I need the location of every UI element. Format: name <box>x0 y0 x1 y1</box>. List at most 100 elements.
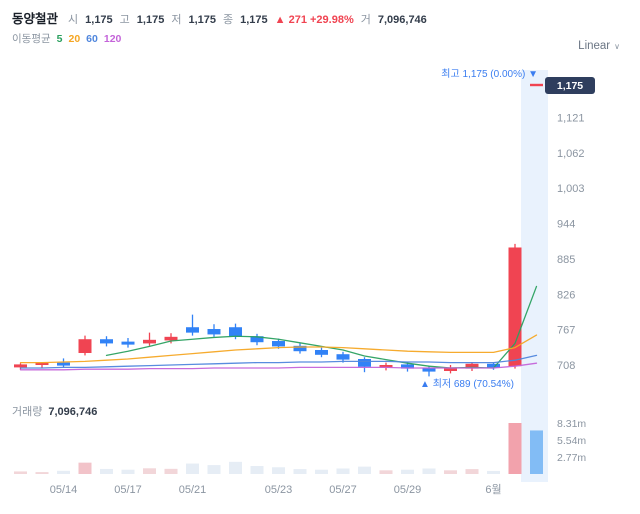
volume-bar <box>35 472 49 474</box>
candle-body <box>164 336 178 341</box>
volume-panel-header: 거래량 7,096,746 <box>12 403 97 419</box>
candle-body <box>250 336 264 343</box>
price-axis-label: 708 <box>557 360 575 372</box>
volume-bar <box>487 470 500 474</box>
current-price-badge: 1,175 <box>545 77 595 94</box>
ma-60-toggle[interactable]: 60 <box>86 33 98 45</box>
date-axis-label: 05/17 <box>114 484 142 496</box>
candle-body <box>444 367 457 371</box>
stock-title: 동양철관 <box>12 12 59 26</box>
candle-body <box>57 362 70 366</box>
volume-bar <box>164 468 178 474</box>
volume-bar <box>401 469 414 474</box>
volume-bar <box>229 461 242 474</box>
volume-bar <box>186 463 199 474</box>
volume-axis-label: 8.31m <box>557 418 586 430</box>
volume-bar <box>14 471 27 474</box>
volume-axis-label: 2.77m <box>557 452 586 464</box>
volume-bar <box>508 423 522 474</box>
change-value: ▲ 271 +29.98% <box>274 14 354 26</box>
low-label: 저 <box>171 14 182 26</box>
volume-bar <box>293 469 307 474</box>
volume-bar <box>57 470 70 474</box>
candle-body <box>78 339 92 354</box>
low-annotation-label: 최저 <box>432 379 452 390</box>
ma-20-toggle[interactable]: 20 <box>68 33 81 45</box>
volume-bar <box>336 468 350 474</box>
price-axis-label: 885 <box>557 254 575 266</box>
ma-5-toggle[interactable]: 5 <box>56 33 63 45</box>
trading-volume-value: 7,096,746 <box>48 406 98 418</box>
triangle-down-icon: ▼ <box>528 69 538 80</box>
volume-bar <box>272 467 285 474</box>
volume-value: 7,096,746 <box>377 14 427 26</box>
volume-bar <box>358 466 371 474</box>
price-axis-label: 1,121 <box>557 112 585 124</box>
ma-line-120 <box>19 362 538 371</box>
candle-body <box>336 354 350 360</box>
scale-selector-label: Linear <box>578 40 611 52</box>
candle-body <box>121 341 135 345</box>
volume-bar <box>143 468 156 474</box>
date-axis-label: 05/23 <box>265 484 293 496</box>
high-annotation: 최고 1,175 (0.00%) ▼ <box>330 65 538 80</box>
volume-bar <box>78 462 92 474</box>
volume-bar <box>379 470 393 474</box>
price-axis-label: 1,003 <box>557 183 585 195</box>
volume-bar <box>207 465 221 474</box>
candle-body <box>207 329 221 335</box>
price-axis-label: 826 <box>557 289 575 301</box>
date-axis-label: 05/29 <box>394 484 422 496</box>
low-annotation-value: 689 (70.54%) <box>453 379 514 390</box>
price-axis-label: 767 <box>557 325 575 337</box>
volume-bar <box>121 469 135 474</box>
trading-volume-label: 거래량 <box>12 406 43 418</box>
candle-body <box>358 359 371 367</box>
date-axis-label: 05/14 <box>50 484 78 496</box>
date-axis-label: 05/21 <box>179 484 207 496</box>
ma-line-60 <box>19 354 538 369</box>
close-label: 종 <box>222 14 234 26</box>
candle-body <box>143 339 156 344</box>
triangle-up-icon: ▲ <box>420 379 430 390</box>
chevron-down-icon: ∨ <box>614 41 620 51</box>
close-value: 1,175 <box>240 14 268 26</box>
candle-body <box>293 345 307 352</box>
candle-body <box>315 350 328 355</box>
candle-body <box>530 83 543 87</box>
candle-body <box>487 363 500 368</box>
candle-body <box>422 367 436 372</box>
volume-bar <box>315 469 328 474</box>
low-value: 1,175 <box>188 14 216 26</box>
moving-average-label: 이동평균 <box>12 33 51 45</box>
volume-bar <box>530 430 543 474</box>
volume-bar <box>100 468 113 474</box>
date-axis-label: 05/27 <box>329 484 357 496</box>
candle-body <box>272 341 285 347</box>
low-annotation: ▲ 최저 689 (70.54%) <box>420 375 514 390</box>
candle-body <box>379 365 393 368</box>
candle-body <box>229 327 242 337</box>
price-axis-label: 944 <box>557 219 575 231</box>
open-label: 시 <box>68 14 79 26</box>
high-label: 고 <box>119 14 130 26</box>
volume-label: 거 <box>360 14 371 26</box>
ma-120-toggle[interactable]: 120 <box>103 33 122 45</box>
open-value: 1,175 <box>85 14 113 26</box>
moving-average-legend: 이동평균 5 20 60 120 <box>12 31 121 46</box>
high-annotation-label: 최고 <box>441 69 460 80</box>
ma-line-20 <box>19 334 538 364</box>
candle-body <box>465 363 479 369</box>
candle-body <box>35 362 49 366</box>
candle-body <box>401 364 414 369</box>
high-value: 1,175 <box>136 14 165 26</box>
volume-bar <box>250 466 264 474</box>
volume-axis-label: 5.54m <box>557 435 586 447</box>
candle-body <box>186 327 199 333</box>
volume-bar <box>465 469 479 474</box>
volume-bar <box>444 470 457 474</box>
scale-selector[interactable]: Linear ∨ <box>578 40 620 52</box>
today-highlight-band <box>521 70 548 482</box>
